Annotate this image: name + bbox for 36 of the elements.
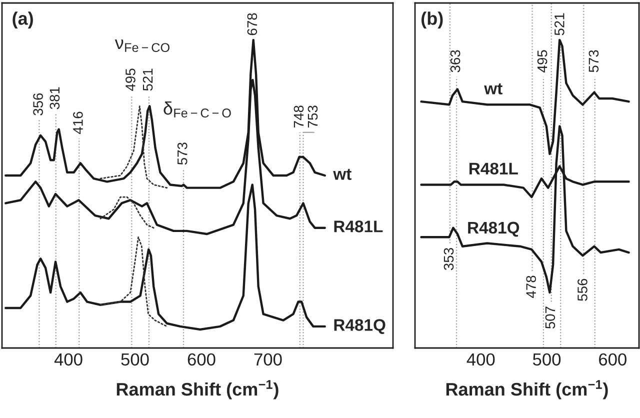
annotation: δ$_{Fe−C−O}$ [164, 101, 231, 118]
chart-title: (b) [422, 12, 443, 28]
annotation: 573 [177, 142, 188, 165]
x-tick-label: 600 [599, 353, 626, 366]
chart-title: (a) [12, 12, 33, 28]
x-axis-title: Raman Shift (cm$^{−1}$) [116, 380, 278, 400]
annotation: 573 [588, 50, 599, 72]
annotation: 416 [73, 112, 83, 134]
annotation: 556 [578, 278, 588, 301]
series-label: R481Q [334, 319, 386, 334]
series-label: R481L [334, 220, 383, 232]
annotation: 495 [126, 68, 136, 91]
annotation: 381 [50, 87, 60, 110]
annotation: ν$_{Fe−CO}$ [114, 40, 170, 52]
annotation: 753 [308, 106, 318, 128]
annotation: 353 [444, 248, 454, 270]
annotation: 507 [545, 306, 556, 329]
x-tick-label: 700 [254, 353, 282, 366]
annotation: 748 [294, 106, 304, 128]
annotation: 363 [450, 50, 460, 72]
annotation: 521 [142, 68, 153, 91]
series-label: wt [484, 83, 502, 94]
series-label: R481Q [468, 222, 520, 237]
series-label: R481L [470, 162, 518, 174]
annotation: 356 [33, 93, 43, 116]
annotation: 678 [247, 13, 258, 36]
series-label: wt [333, 168, 352, 180]
annotation: 495 [537, 50, 548, 72]
x-tick-label: 600 [188, 353, 216, 366]
annotation: 478 [526, 276, 536, 298]
x-tick-label: 400 [54, 353, 82, 366]
x-tick-label: 500 [532, 353, 561, 366]
annotation: 521 [554, 13, 564, 36]
x-tick-label: 500 [121, 353, 149, 366]
x-axis-title: Raman Shift (cm$^{−1}$) [446, 380, 608, 400]
x-tick-label: 400 [466, 353, 495, 366]
